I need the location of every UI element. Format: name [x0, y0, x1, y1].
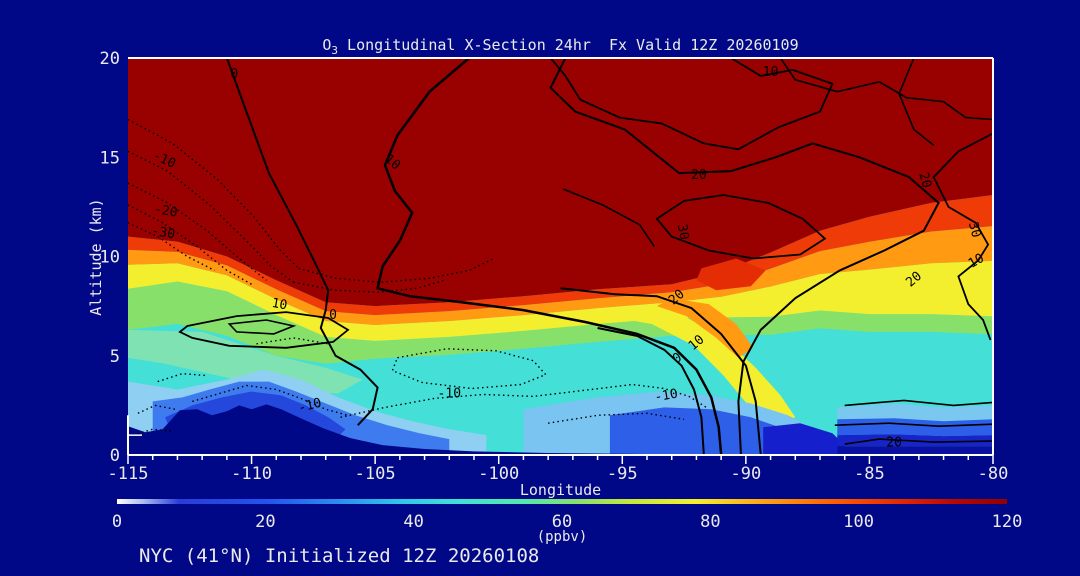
colorbar-tick-label: 20: [255, 512, 275, 532]
contour-line: [137, 404, 176, 414]
contour-line: [932, 132, 994, 341]
y-tick-label: 15: [100, 148, 120, 168]
contour-line: [898, 57, 935, 146]
contour-line: [391, 348, 547, 390]
colorbar-unit-label: (ppbv): [536, 529, 588, 545]
terrain-silhouette: [128, 404, 993, 455]
contour-label: 20: [691, 168, 707, 183]
contour-line: [157, 372, 208, 383]
x-axis-title: Longitude: [519, 481, 602, 499]
x-tick-label: -95: [607, 464, 638, 484]
fill-medblue-east: [609, 407, 806, 455]
contour-line: [225, 57, 379, 426]
colorbar-tick-label: 120: [992, 512, 1023, 532]
fill-br-band-deep: [837, 446, 993, 455]
contour-line: [376, 57, 723, 455]
fill-br-band-med: [837, 418, 993, 437]
x-tick-label: -85: [854, 464, 885, 484]
contour-line: [192, 384, 349, 416]
o3-subscript: 3: [331, 44, 339, 57]
plot-title: O3 Longitudinal X-Section 24hr Fx Valid …: [128, 36, 993, 57]
x-tick-label: -110: [231, 464, 272, 484]
contour-line: [547, 412, 685, 424]
contour-label: 10: [270, 296, 288, 313]
contour-label: 30: [965, 220, 984, 239]
contour-line: [178, 311, 350, 349]
contour-label: 0: [329, 308, 337, 323]
colorbar-tick-label: 100: [843, 512, 874, 532]
contour-line: [560, 287, 762, 455]
fill-red-spot: [696, 258, 766, 291]
y-tick-label: 5: [110, 347, 120, 367]
fill-pale-green-low: [128, 329, 363, 394]
contour-line: [562, 188, 656, 248]
contour-label: 0: [230, 67, 238, 82]
plot-title-prefix: O: [322, 36, 332, 54]
fill-yellow-band: [128, 260, 993, 341]
contour-line: [127, 204, 252, 285]
contour-label: -30: [150, 224, 176, 243]
contour-line: [127, 150, 295, 283]
x-tick-label: -90: [730, 464, 761, 484]
contour-label: 10: [763, 65, 779, 80]
fill-green-band: [128, 281, 993, 364]
contour-label: 20: [915, 171, 934, 190]
fill-br-band-royal: [837, 434, 993, 447]
contour-line: [132, 428, 173, 436]
footer-run-info: NYC (41°N) Initialized 12Z 20260108: [139, 545, 540, 567]
fill-br-band-light: [837, 403, 993, 422]
y-tick-label: 0: [110, 446, 120, 466]
contour-label: 20: [886, 436, 902, 451]
colorbar-tick-label: 60: [552, 512, 572, 532]
colorbar-tick-label: 40: [403, 512, 423, 532]
colorbar-tick-label: 80: [700, 512, 720, 532]
contour-line: [127, 182, 267, 281]
y-tick-label: 10: [100, 248, 120, 268]
contour-line: [597, 327, 705, 455]
colorbar-tick-label: 0: [112, 512, 122, 532]
fill-stratosphere-dark-red: [128, 58, 993, 307]
contour-line: [340, 383, 707, 418]
fill-orange-band: [128, 226, 993, 325]
contour-line: [844, 399, 994, 407]
x-tick-label: -105: [355, 464, 396, 484]
fill-plume-yellow: [617, 310, 796, 426]
fill-deepblue-east: [763, 423, 845, 455]
x-tick-label: -100: [478, 464, 519, 484]
x-tick-label: -80: [978, 464, 1009, 484]
contour-label: 10: [966, 251, 987, 272]
x-tick-label: -115: [108, 464, 149, 484]
colorbar: [117, 499, 1007, 504]
contour-line: [844, 438, 994, 445]
contour-label: -20: [153, 202, 179, 221]
contour-label: -10: [297, 396, 324, 417]
contour-line: [834, 422, 994, 428]
y-tick-label: 20: [100, 49, 120, 69]
plot-title-rest: Longitudinal X-Section 24hr Fx Valid 12Z…: [338, 36, 799, 54]
contour-line: [549, 57, 834, 151]
contour-line: [779, 57, 994, 121]
contour-line: [293, 279, 445, 293]
contour-line: [549, 57, 940, 455]
contour-label: -10: [653, 387, 679, 406]
contour-label: 30: [674, 223, 691, 241]
contour-line: [227, 319, 297, 335]
contour-label: -10: [438, 386, 461, 401]
contour-line: [655, 194, 827, 260]
